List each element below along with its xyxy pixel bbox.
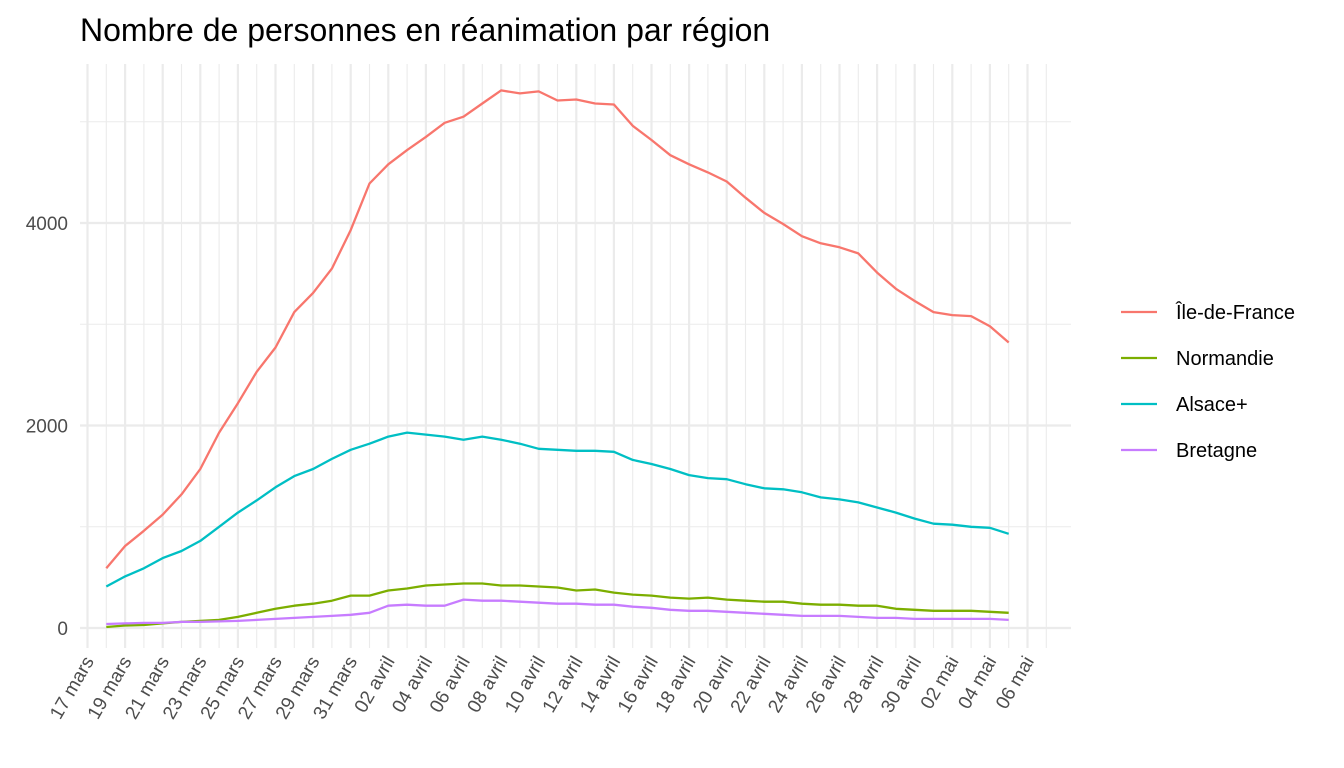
- chart-title: Nombre de personnes en réanimation par r…: [80, 12, 770, 48]
- series-line-1: [106, 582, 1009, 629]
- legend-label-1: Normandie: [1176, 348, 1274, 370]
- y-tick-label: 2000: [26, 417, 68, 438]
- x-tick-label: 06 mai: [992, 653, 1039, 713]
- series-line-0: [105, 89, 1010, 570]
- legend-label-3: Bretagne: [1176, 440, 1257, 462]
- series-lines: [105, 89, 1010, 629]
- legend-label-2: Alsace+: [1176, 394, 1248, 416]
- y-axis-ticks: 0 2000 4000: [26, 214, 68, 640]
- legend: Île-de-France Normandie Alsace+ Bretagne: [1121, 301, 1295, 462]
- grid-minor: [80, 64, 1071, 648]
- y-tick-label: 0: [57, 619, 68, 640]
- grid-major: [80, 64, 1071, 648]
- series-line-3: [106, 598, 1009, 626]
- series-line-2: [105, 431, 1010, 588]
- legend-label-0: Île-de-France: [1175, 301, 1295, 324]
- y-tick-label: 4000: [26, 214, 68, 235]
